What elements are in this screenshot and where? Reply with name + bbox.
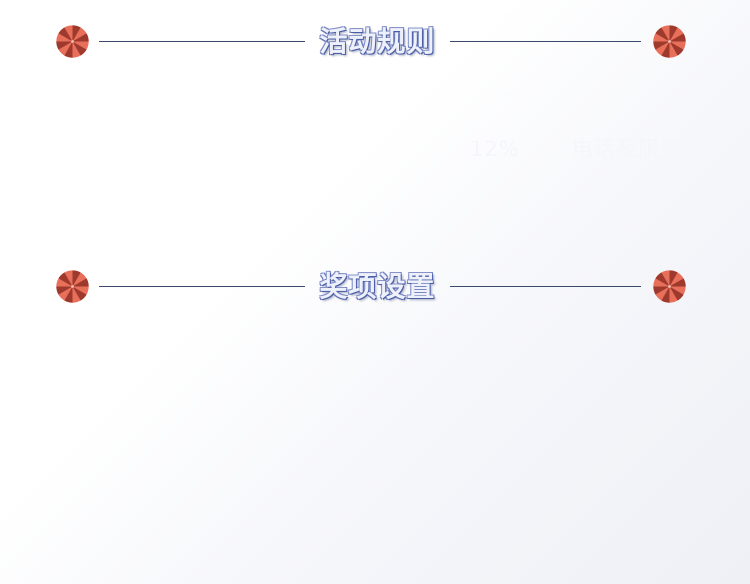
candy-icon [653,25,686,58]
faint-label: 12% [470,137,520,161]
divider-line [99,41,305,42]
section-header-rules: 活动规则 [0,22,750,62]
divider-line [99,286,305,287]
candy-icon [56,270,89,303]
divider-line [450,41,641,42]
section-header-prizes: 奖项设置 [0,267,750,307]
section-title-rules: 活动规则 [319,25,436,58]
divider-line [450,286,641,287]
candy-icon [56,25,89,58]
section-title-prizes: 奖项设置 [319,270,436,303]
candy-icon [653,270,686,303]
faint-label: 电话及服务 [572,137,682,161]
